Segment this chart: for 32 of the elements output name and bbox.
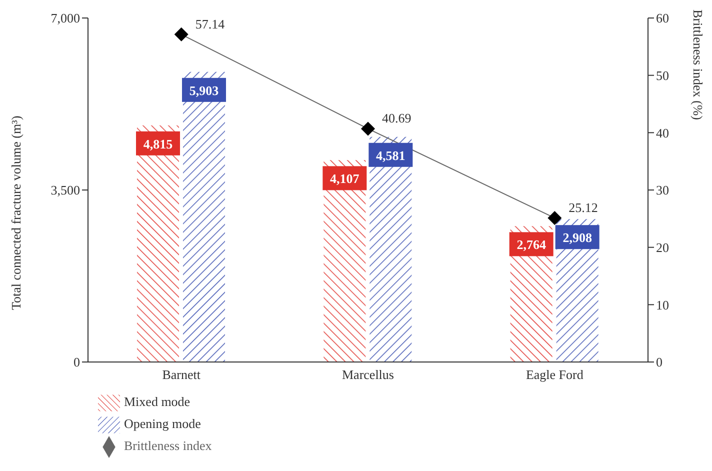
legend-label: Mixed mode (124, 394, 190, 409)
legend-label: Brittleness index (124, 438, 212, 453)
y-tick-label: 7,000 (50, 10, 80, 26)
y2-axis-title: Brittleness index (%) (690, 10, 706, 120)
bar (183, 72, 225, 362)
y2-tick-label: 50 (656, 68, 669, 83)
y-tick-label: 3,500 (50, 182, 80, 198)
y2-tick-label: 30 (656, 182, 669, 198)
data-label: 40.69 (382, 110, 412, 126)
y2-tick-label: 20 (656, 240, 669, 255)
data-label: 5,903 (189, 82, 220, 98)
point (548, 210, 562, 225)
data-label: 57.14 (195, 16, 226, 32)
y-axis-title: Total connected fracture volume (m³) (8, 116, 24, 310)
data-label: 2,764 (516, 237, 546, 252)
x-tick-label: Marcellus (342, 367, 394, 382)
y2-tick-label: 0 (656, 354, 662, 370)
y2-tick-label: 60 (656, 10, 669, 26)
y-tick-label: 0 (74, 354, 80, 370)
data-label: 4,107 (330, 171, 360, 186)
point (361, 122, 375, 136)
point (174, 27, 188, 42)
x-tick-label: Barnett (162, 367, 201, 382)
data-label: 2,908 (562, 230, 592, 246)
legend-label: Opening mode (124, 416, 201, 431)
data-label: 25.12 (568, 200, 598, 215)
bar (137, 125, 179, 362)
x-tick-label: Eagle Ford (526, 367, 584, 382)
data-label: 4,581 (376, 148, 406, 163)
data-label: 4,815 (143, 136, 174, 152)
y2-tick-label: 40 (656, 125, 669, 140)
y2-tick-label: 10 (656, 297, 669, 312)
